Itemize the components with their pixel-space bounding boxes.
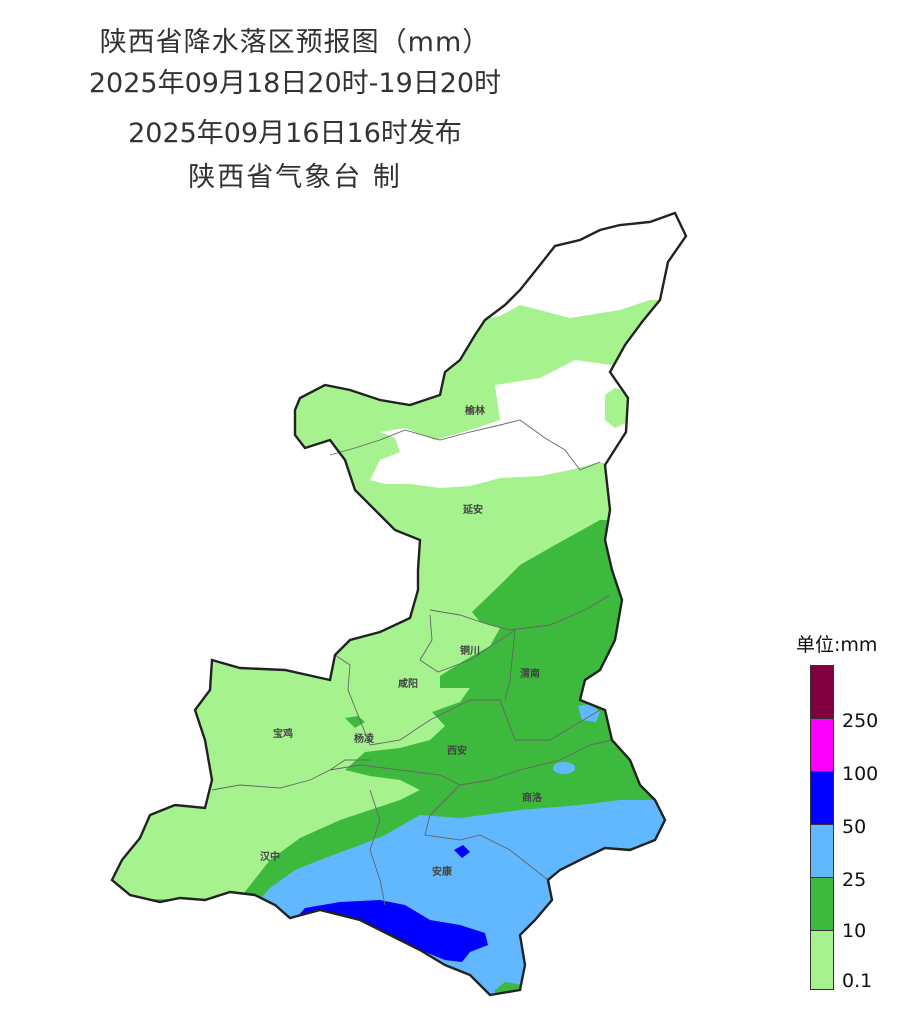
city-label-shangluo: 商洛	[522, 791, 543, 804]
forecast-period: 2025年09月18日20时-19日20时	[88, 68, 502, 99]
legend-swatch-100	[810, 718, 834, 772]
boundary-xianyang-west	[334, 654, 371, 746]
boundary-shangluo-south	[329, 764, 549, 881]
city-boundaries	[211, 419, 613, 906]
city-label-tongchuan: 铜川	[460, 644, 480, 657]
city-label-ankang: 安康	[432, 865, 453, 878]
map-title-block: 陕西省降水落区预报图（mm） 2025年09月18日20时-19日20时 202…	[60, 22, 530, 198]
city-label-weinan: 渭南	[520, 667, 540, 680]
city-label-xianyang: 咸阳	[398, 677, 418, 690]
city-label-yulin: 榆林	[465, 404, 486, 417]
legend-swatch-50	[810, 771, 834, 825]
city-label-hanzhong: 汉中	[260, 850, 280, 863]
precipitation-legend: 单位:mm 250 100 50 25 10 0.1	[790, 630, 900, 1010]
legend-swatch-0.1	[810, 930, 834, 990]
legend-tick-25: 25	[842, 869, 867, 891]
boundary-yanan-south	[429, 594, 611, 631]
legend-tick-250: 250	[842, 710, 879, 732]
boundary-hanzhong-ankang	[369, 789, 386, 906]
legend-unit-title: 单位:mm	[796, 634, 878, 656]
boundary-weinan-west	[504, 629, 516, 701]
rain-area-50mm-patch	[454, 845, 470, 858]
city-label-yanan: 延安	[462, 503, 483, 516]
legend-tick-100: 100	[842, 763, 879, 785]
legend-tick-10: 10	[842, 920, 867, 942]
legend-swatch-10	[810, 877, 834, 931]
legend-tick-50: 50	[842, 816, 867, 838]
legend-swatch-25	[810, 824, 834, 878]
city-label-xian: 西安	[447, 744, 467, 757]
boundary-tongchuan	[419, 614, 516, 673]
rainfall-areas	[112, 213, 686, 995]
map-title: 陕西省降水落区预报图（mm）	[99, 27, 491, 58]
rain-area-25mm-patch-east	[578, 704, 600, 722]
boundary-weinan-shangluo	[459, 739, 613, 786]
legend-tick-0.1: 0.1	[842, 970, 873, 992]
boundary-yulin-yanan	[329, 419, 601, 471]
rain-area-25mm-patch-shangluo	[553, 762, 575, 774]
city-label-baoji: 宝鸡	[273, 727, 293, 740]
boundary-xian	[369, 699, 601, 746]
issue-time: 2025年09月16日16时发布	[128, 118, 462, 149]
legend-swatch-250plus	[810, 665, 834, 719]
boundary-baoji-hanzhong	[211, 759, 370, 791]
city-label-yangling: 杨凌	[354, 732, 375, 745]
issuer: 陕西省气象台 制	[188, 162, 402, 193]
rain-area-0.1mm-patch	[605, 388, 632, 428]
